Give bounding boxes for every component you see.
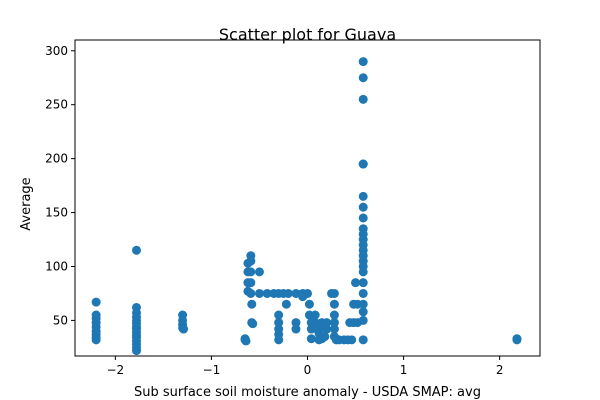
data-point-101 bbox=[358, 94, 368, 104]
data-point-50 bbox=[274, 318, 284, 328]
data-point-80 bbox=[322, 324, 332, 334]
x-tick-label: −1 bbox=[203, 363, 221, 377]
data-point-49 bbox=[274, 310, 284, 320]
data-point-84 bbox=[329, 310, 339, 320]
x-tick-label: −2 bbox=[106, 363, 124, 377]
data-point-117 bbox=[358, 288, 368, 298]
data-point-103 bbox=[358, 159, 368, 169]
data-point-63 bbox=[304, 299, 314, 309]
data-point-55 bbox=[283, 288, 293, 298]
data-point-43 bbox=[248, 319, 258, 329]
y-tick-label: 200 bbox=[45, 152, 68, 166]
data-point-31 bbox=[241, 336, 251, 346]
data-point-96 bbox=[351, 278, 361, 288]
data-point-86 bbox=[329, 324, 339, 334]
y-tick-label: 250 bbox=[45, 98, 68, 112]
data-point-62 bbox=[303, 288, 312, 298]
y-axis-ticks: 50 100 150 200 250 300 bbox=[45, 44, 75, 327]
data-point-9 bbox=[131, 245, 141, 255]
y-tick-label: 50 bbox=[53, 313, 68, 327]
y-axis-label: Average bbox=[19, 177, 34, 230]
data-point-68 bbox=[310, 310, 320, 320]
data-point-106 bbox=[358, 213, 368, 223]
data-point-100 bbox=[358, 73, 368, 83]
data-point-123 bbox=[512, 335, 522, 345]
x-axis-ticks: −2 −1 0 1 2 bbox=[106, 356, 503, 377]
data-point-121 bbox=[358, 335, 368, 345]
data-point-99 bbox=[358, 57, 368, 67]
data-point-38 bbox=[246, 267, 256, 277]
data-point-116 bbox=[358, 278, 368, 288]
data-point-46 bbox=[262, 288, 272, 298]
data-point-8 bbox=[91, 335, 101, 345]
data-point-28 bbox=[179, 324, 189, 334]
x-tick-label: 0 bbox=[304, 363, 312, 377]
y-tick-label: 150 bbox=[45, 206, 68, 220]
y-tick-label: 300 bbox=[45, 44, 68, 58]
chart-title: Scatter plot for Guava bbox=[219, 25, 396, 44]
data-point-115 bbox=[358, 267, 368, 277]
data-point-92 bbox=[347, 335, 357, 345]
data-point-23 bbox=[131, 346, 141, 356]
x-tick-label: 2 bbox=[496, 363, 504, 377]
data-point-56 bbox=[281, 299, 291, 309]
x-tick-label: 1 bbox=[400, 363, 408, 377]
data-point-57 bbox=[291, 288, 301, 298]
data-point-40 bbox=[246, 288, 256, 298]
x-axis-label: Sub surface soil moisture anomaly - USDA… bbox=[134, 385, 481, 400]
data-point-44 bbox=[254, 267, 264, 277]
data-point-79 bbox=[322, 318, 332, 328]
data-point-85 bbox=[329, 318, 339, 328]
plot-frame bbox=[74, 39, 541, 357]
data-point-45 bbox=[254, 288, 264, 298]
data-point-58 bbox=[291, 318, 301, 328]
data-point-53 bbox=[274, 335, 284, 345]
data-point-39 bbox=[246, 278, 256, 288]
data-points bbox=[91, 57, 522, 356]
y-tick-label: 100 bbox=[45, 259, 68, 273]
data-point-119 bbox=[358, 307, 368, 317]
data-point-0 bbox=[91, 297, 101, 307]
data-point-67 bbox=[306, 334, 316, 344]
data-point-120 bbox=[358, 315, 368, 325]
data-point-104 bbox=[358, 191, 368, 201]
data-point-37 bbox=[246, 256, 256, 266]
data-point-59 bbox=[291, 324, 301, 334]
data-point-118 bbox=[358, 299, 368, 309]
data-point-41 bbox=[247, 299, 257, 309]
data-point-83 bbox=[329, 299, 339, 309]
data-point-82 bbox=[329, 288, 339, 298]
data-point-78 bbox=[320, 332, 330, 342]
data-point-105 bbox=[358, 202, 368, 212]
